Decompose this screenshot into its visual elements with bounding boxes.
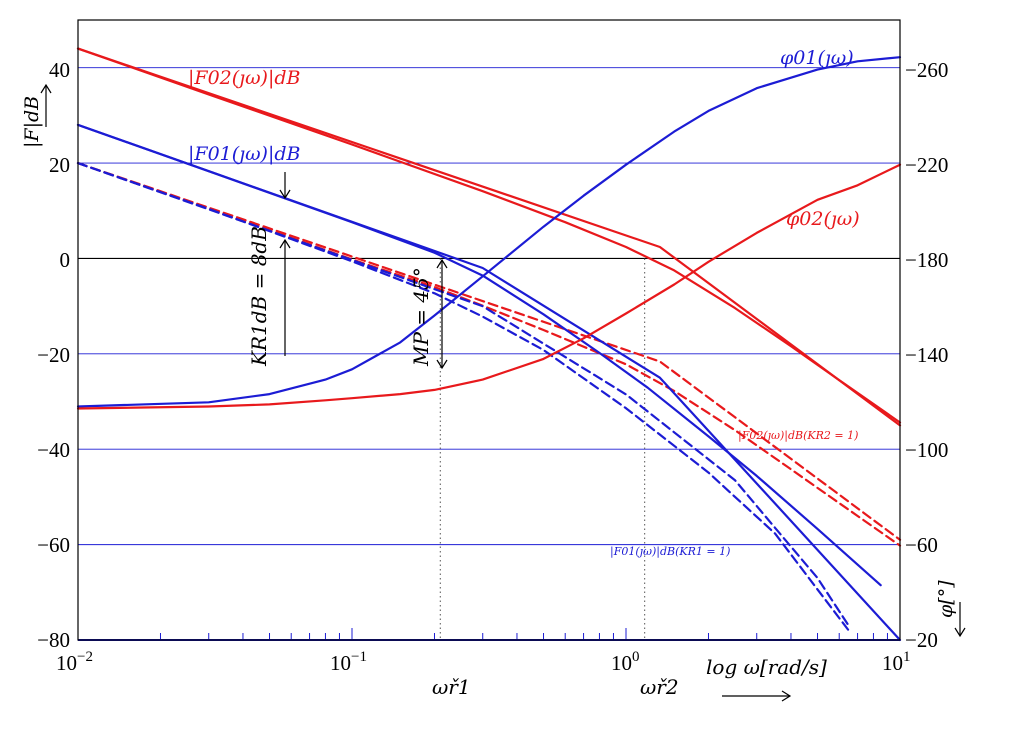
- xlabel-arrowhead: [781, 690, 792, 702]
- right-tick-label: −180: [905, 248, 948, 272]
- x-tick-label: 10−1: [330, 649, 367, 675]
- x-tick-label: 10−2: [56, 649, 93, 675]
- label-f01-k: |F01(ȷω)|dB(KR1 = 1): [610, 545, 730, 559]
- mp-arrowhead-bottom: [436, 359, 448, 370]
- series-F01-dashed-asym: [76, 162, 850, 627]
- series-F01-asym: [76, 123, 902, 642]
- ylabel-right-arrowhead: [954, 627, 966, 638]
- label-wr1: ωř1: [432, 675, 471, 699]
- kr1-arrowhead-bottom: [279, 238, 291, 249]
- left-tick-label: 40: [49, 58, 70, 82]
- series-F02-asym: [76, 47, 902, 427]
- right-tick-label: −220: [905, 153, 948, 177]
- label-wr2: ωř2: [640, 675, 679, 699]
- right-tick-label: −100: [905, 438, 948, 462]
- right-tick-label: −20: [905, 628, 938, 652]
- right-tick-label: −260: [905, 58, 948, 82]
- series-phi02: [76, 163, 902, 410]
- right-tick-label: −140: [905, 343, 948, 367]
- left-tick-labels: 40 20 0 −20 −40 −60 −80: [37, 58, 70, 652]
- right-tick-labels: −260 −220 −180 −140 −100 −60 −20: [905, 58, 948, 652]
- annotation-arrows: [40, 83, 966, 702]
- label-f02: |F02(ȷω)|dB: [188, 67, 301, 89]
- kr1-arrowhead-top: [279, 189, 291, 200]
- label-f02-k: |F02(ȷω)|dB(KR2 = 1): [738, 429, 858, 443]
- xlabel: log ω[rad/s]: [706, 655, 827, 679]
- vertical-markers: [439, 258, 646, 640]
- left-tick-label: −80: [37, 628, 70, 652]
- plot-frame: [77, 19, 901, 641]
- series-F01-dashed-true: [76, 162, 850, 632]
- label-phi01: φ01(ȷω): [780, 47, 854, 69]
- series-F02-true: [76, 47, 902, 424]
- series-F02-dashed-asym: [76, 162, 902, 541]
- left-tick-label: −20: [37, 343, 70, 367]
- x-tick-label: 101: [882, 649, 911, 675]
- x-tick-label: 100: [611, 649, 640, 675]
- series-curves: [76, 47, 902, 642]
- label-phi02: φ02(ȷω): [786, 208, 860, 230]
- left-tick-label: −40: [37, 438, 70, 462]
- series-F02-dashed-true: [76, 162, 902, 547]
- ylabel-right: φ[°]: [935, 580, 957, 618]
- mp-arrowhead-top: [436, 258, 448, 269]
- series-phi01: [76, 56, 902, 408]
- right-tick-label: −60: [905, 533, 938, 557]
- minor-ticks: [77, 628, 900, 641]
- ylabel-left: |F|dB: [21, 96, 43, 148]
- ylabel-left-arrowhead: [40, 83, 52, 94]
- x-tick-labels: 10−2 10−1 100 101: [56, 649, 911, 675]
- left-tick-label: −60: [37, 533, 70, 557]
- left-tick-label: 20: [49, 153, 70, 177]
- label-f01: |F01(ȷω)|dB: [188, 143, 301, 165]
- series-F01-true: [76, 123, 882, 587]
- label-mp: MP = 45°: [409, 267, 433, 367]
- left-tick-label: 0: [60, 248, 71, 272]
- label-kr1: KR1dB = 8dB: [247, 226, 271, 367]
